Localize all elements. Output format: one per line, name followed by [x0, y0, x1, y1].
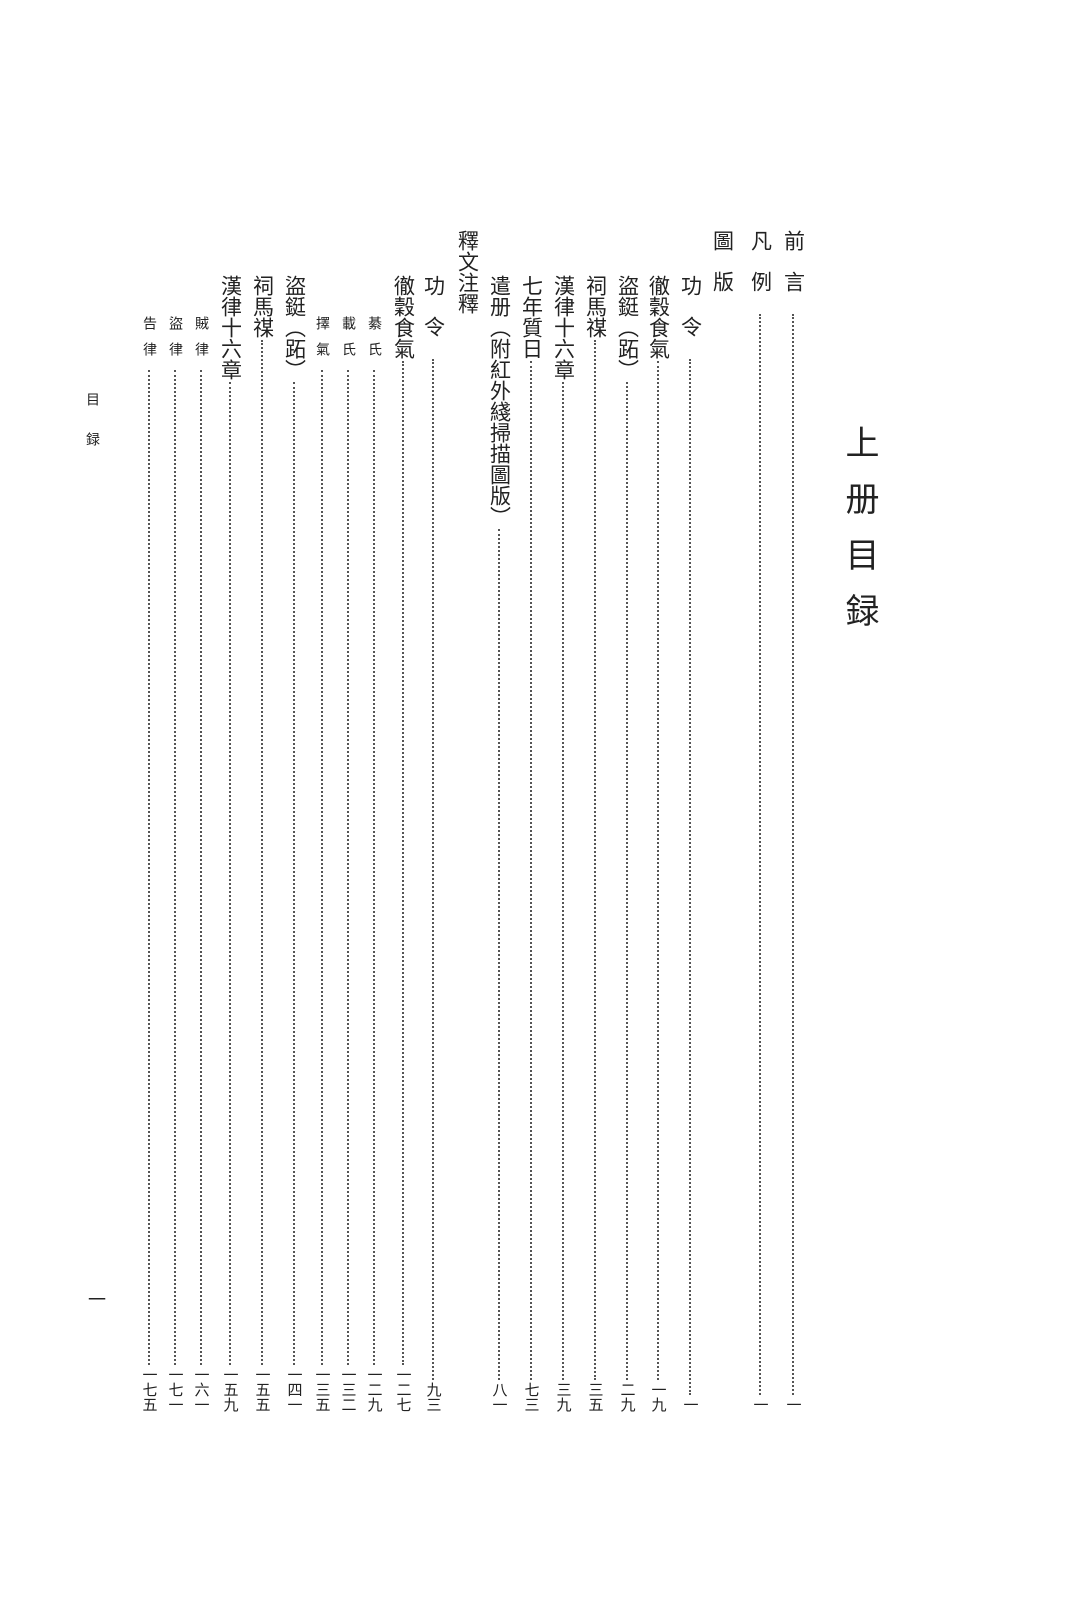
toc-entry-page: 一 [751, 1397, 770, 1412]
toc-entry-page: 一 [681, 1397, 700, 1412]
toc-entry-title: 徹穀食氣 [391, 275, 416, 359]
page-number: 一 [85, 1290, 106, 1308]
toc-entry[interactable]: 綦氏 一二九 [361, 316, 387, 1412]
dot-leader [530, 361, 532, 1380]
toc-entry-title: 前言 [781, 230, 806, 312]
dot-leader [498, 529, 500, 1380]
toc-entry-title: 盜鋌（跖） [615, 275, 640, 380]
dot-leader [229, 382, 231, 1365]
toc-entry[interactable]: 漢律十六章 一五九 [217, 275, 243, 1412]
toc-entry-page: 一六一 [192, 1367, 211, 1412]
toc-entry[interactable]: 釋文注釋 [454, 230, 480, 1412]
toc-entry-title: 載氏 [340, 316, 356, 368]
toc-entry[interactable]: 漢律十六章 三九 [550, 275, 576, 1412]
running-header: 目録 [84, 392, 100, 472]
toc-entry-page: 九三 [424, 1382, 443, 1412]
toc-entry-title: 綦氏 [366, 316, 382, 368]
toc-entry[interactable]: 載氏 一三二 [335, 316, 361, 1412]
toc-entry[interactable]: 前言一 [780, 230, 806, 1412]
toc-entry[interactable]: 功令 九三 [420, 275, 446, 1412]
toc-entry[interactable]: 功令一 [677, 275, 703, 1412]
toc-entry-page: 三五 [586, 1382, 605, 1412]
dot-leader [657, 361, 659, 1380]
toc-entry-title: 遣册（附紅外綫掃描圖版） [487, 275, 512, 527]
toc-entry-page: 一二九 [365, 1367, 384, 1412]
dot-leader [792, 314, 794, 1395]
toc-entry-title: 擇氣 [314, 316, 330, 368]
toc-entry-title: 祠馬禖 [250, 275, 275, 338]
toc-entry-title: 漢律十六章 [551, 275, 576, 380]
toc-entry-title: 功令 [678, 275, 703, 357]
toc-entry[interactable]: 盜律 一七一 [162, 316, 188, 1412]
toc-entry[interactable]: 凡例一 [747, 230, 773, 1412]
toc-entry-page: 一七五 [140, 1367, 159, 1412]
toc-entry-page: 一五九 [221, 1367, 240, 1412]
dot-leader [148, 370, 150, 1365]
toc-entry[interactable]: 徹穀食氣 一二七 [390, 275, 416, 1412]
toc-entry-title: 功令 [421, 275, 446, 357]
dot-leader [562, 382, 564, 1380]
toc-entry[interactable]: 祠馬禖 一五五 [249, 275, 275, 1412]
toc-entry-title: 凡例 [748, 230, 773, 312]
toc-entry-page: 八一 [490, 1382, 509, 1412]
toc-entry-title: 賊律 [193, 316, 209, 368]
toc-entry[interactable]: 圖版 [709, 230, 735, 1412]
dot-leader [321, 370, 323, 1365]
toc-entry-page: 一三五 [313, 1367, 332, 1412]
toc-entry-page: 一四一 [285, 1367, 304, 1412]
toc-entry[interactable]: 告律 一七五 [136, 316, 162, 1412]
toc-entry-page: 一五五 [253, 1367, 272, 1412]
toc-entry-page: 一九 [649, 1382, 668, 1412]
toc-entry-title: 盜律 [167, 316, 183, 368]
toc-entry-page: 一七一 [166, 1367, 185, 1412]
toc-entry-page: 三九 [554, 1382, 573, 1412]
toc-entry[interactable]: 徹穀食氣 一九 [645, 275, 671, 1412]
dot-leader [689, 359, 691, 1395]
toc-entry-title: 盜鋌（跖） [282, 275, 307, 380]
toc-entry-page: 七三 [522, 1382, 541, 1412]
toc-entry[interactable]: 七年質日 七三 [518, 275, 544, 1412]
toc-entry[interactable]: 賊律 一六一 [188, 316, 214, 1412]
dot-leader [293, 382, 295, 1365]
dot-leader [402, 361, 404, 1365]
toc-entry-page: 一二七 [394, 1367, 413, 1412]
dot-leader [626, 382, 628, 1380]
dot-leader [432, 359, 434, 1380]
dot-leader [261, 340, 263, 1365]
toc-entry[interactable]: 盜鋌（跖） 二九 [614, 275, 640, 1412]
toc-entry-title: 告律 [141, 316, 157, 368]
toc-entry-page: 二九 [618, 1382, 637, 1412]
toc-entry[interactable]: 擇氣 一三五 [309, 316, 335, 1412]
toc-entry-title: 圖版 [710, 230, 735, 312]
toc-entry[interactable]: 祠馬禖 三五 [582, 275, 608, 1412]
toc-entry-title: 祠馬禖 [583, 275, 608, 338]
toc-entry-title: 徹穀食氣 [646, 275, 671, 359]
dot-leader [594, 340, 596, 1380]
toc-entry-title: 漢律十六章 [218, 275, 243, 380]
toc-entry-title: 釋文注釋 [455, 230, 480, 314]
dot-leader [347, 370, 349, 1365]
dot-leader [200, 370, 202, 1365]
dot-leader [174, 370, 176, 1365]
toc-entry-title: 七年質日 [519, 275, 544, 359]
toc-entry[interactable]: 遣册（附紅外綫掃描圖版） 八一 [486, 275, 512, 1412]
toc-entry-page: 一三二 [339, 1367, 358, 1412]
dot-leader [759, 314, 761, 1395]
toc-entry[interactable]: 盜鋌（跖） 一四一 [281, 275, 307, 1412]
toc-entry-page: 一 [784, 1397, 803, 1412]
page-title: 上册目録 [839, 425, 879, 649]
dot-leader [373, 370, 375, 1365]
